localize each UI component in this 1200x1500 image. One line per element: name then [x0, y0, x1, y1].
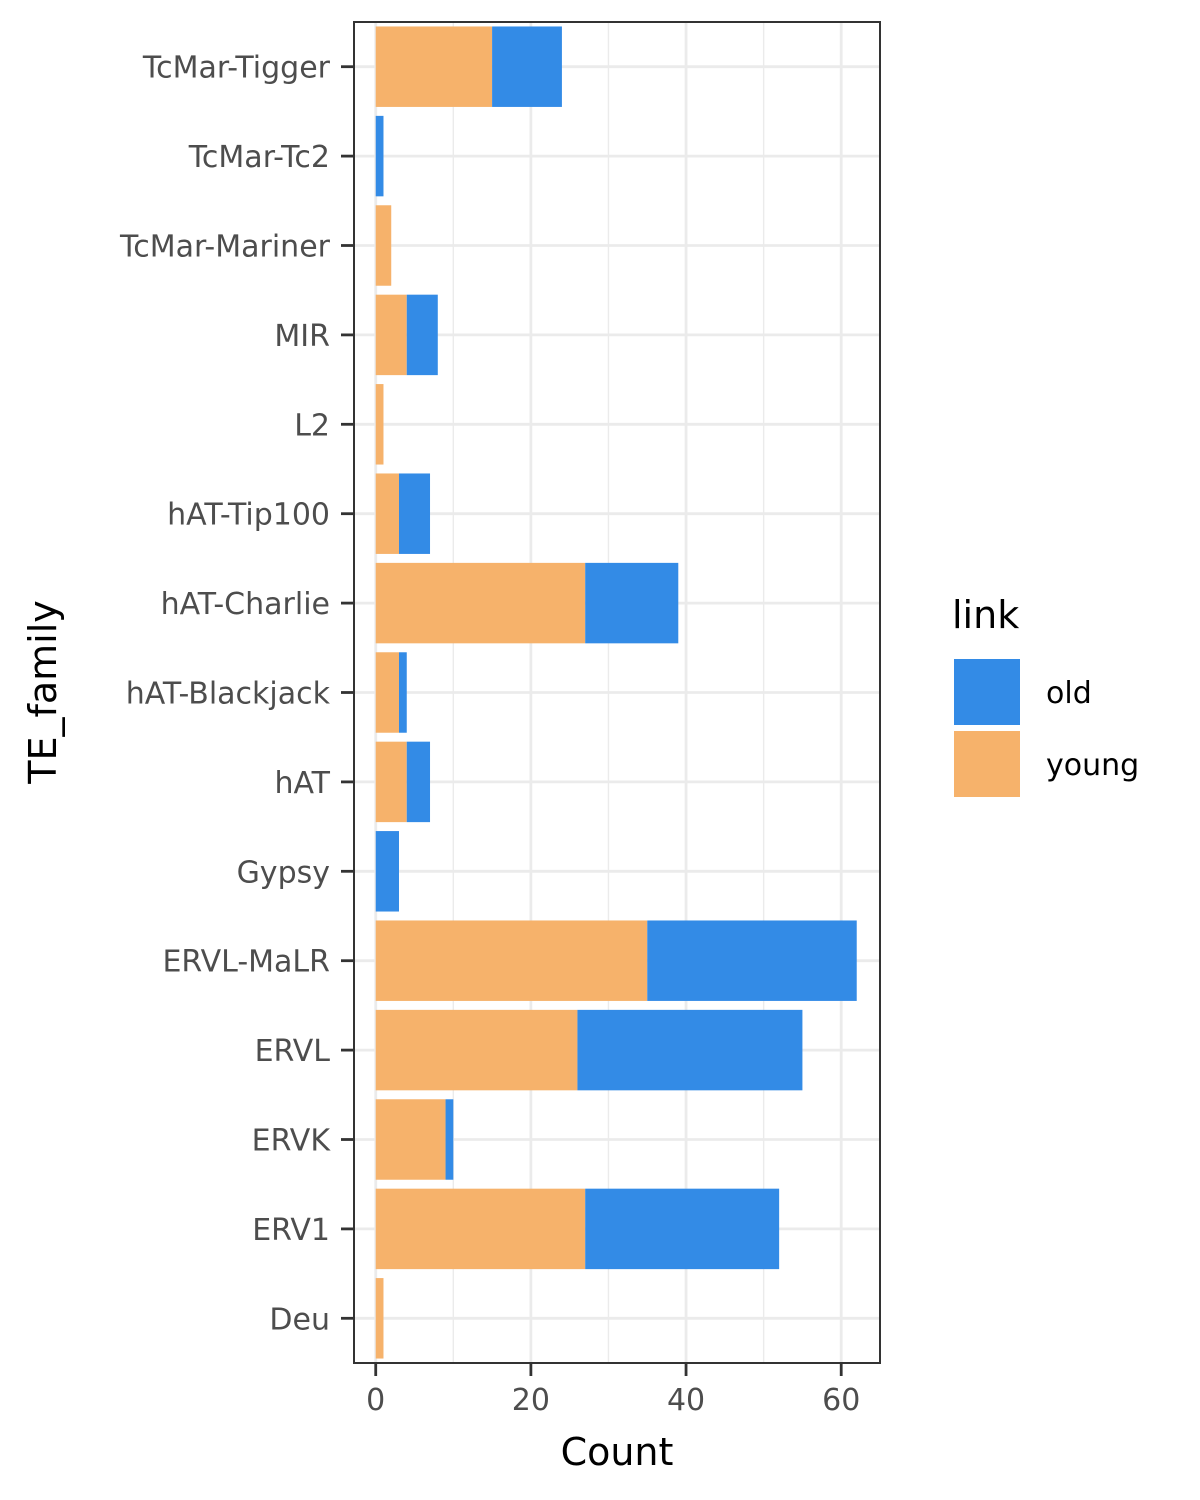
bar-old-hat-tip100	[398, 473, 431, 554]
y-tick-label: MIR	[274, 319, 330, 354]
bar-young-mir	[375, 294, 407, 376]
y-axis: Deu ERV1 ERVK ERVL ERVL-MaLR Gypsy hAT hAT-Blac…	[119, 51, 354, 1337]
bar-old-hat-charlie	[585, 562, 679, 644]
bar-old-gypsy	[375, 831, 399, 912]
bar-young-l2	[375, 384, 384, 465]
y-tick-label: hAT-Tip100	[167, 498, 330, 533]
bar-old-tcmar-tigger	[492, 26, 562, 107]
bar-old-tcmar-tc2	[375, 115, 384, 197]
y-tick-label: hAT-Blackjack	[126, 677, 331, 712]
y-tick-label: ERVL	[255, 1034, 331, 1069]
bar-old-ervk	[445, 1099, 454, 1180]
legend-title: link	[952, 593, 1019, 637]
bar-old-ervl-malr	[647, 920, 857, 1001]
y-tick-label: L2	[294, 408, 330, 443]
bar-old-erv1	[585, 1188, 780, 1270]
y-tick-label: ERVK	[252, 1124, 332, 1159]
bar-young-tcmar-mariner	[375, 205, 392, 286]
x-tick-label: 40	[667, 1383, 705, 1418]
x-tick-label: 20	[512, 1383, 550, 1418]
y-tick-label: ERVL-MaLR	[162, 945, 330, 980]
bar-young-hat-charlie	[375, 562, 586, 644]
bar-old-hat-blackjack	[398, 652, 407, 733]
y-tick-label: TcMar-Tc2	[188, 140, 330, 175]
y-tick-label: Gypsy	[237, 855, 330, 890]
bars	[375, 26, 857, 1359]
x-axis: 0 20 40 60	[366, 1363, 860, 1418]
y-tick-label: Deu	[269, 1302, 330, 1337]
y-axis-title: TE_family	[21, 600, 65, 785]
y-tick-label: TcMar-Mariner	[119, 230, 331, 265]
x-axis-title: Count	[561, 1430, 674, 1474]
legend: link old young	[952, 593, 1139, 797]
bar-young-deu	[375, 1278, 384, 1359]
y-tick-label: hAT-Charlie	[161, 587, 330, 622]
legend-label-young: young	[1046, 748, 1139, 783]
bar-old-ervl	[577, 1009, 803, 1091]
bar-young-erv1	[375, 1188, 586, 1270]
y-tick-label: TcMar-Tigger	[142, 51, 331, 86]
bar-young-ervl-malr	[375, 920, 648, 1001]
legend-swatch-old	[954, 659, 1020, 725]
y-tick-label: ERV1	[252, 1213, 330, 1248]
y-tick-label: hAT	[274, 766, 330, 801]
bar-young-ervl	[375, 1009, 578, 1091]
bar-young-hat-blackjack	[375, 652, 399, 733]
bar-old-hat	[406, 741, 431, 823]
bar-old-mir	[406, 294, 438, 376]
bar-young-tcmar-tigger	[375, 26, 493, 107]
bar-young-ervk	[375, 1099, 446, 1180]
x-tick-label: 60	[822, 1383, 860, 1418]
legend-label-old: old	[1046, 676, 1092, 711]
bar-young-hat	[375, 741, 407, 823]
legend-swatch-young	[954, 731, 1020, 797]
bar-young-hat-tip100	[375, 473, 399, 554]
x-tick-label: 0	[366, 1383, 385, 1418]
